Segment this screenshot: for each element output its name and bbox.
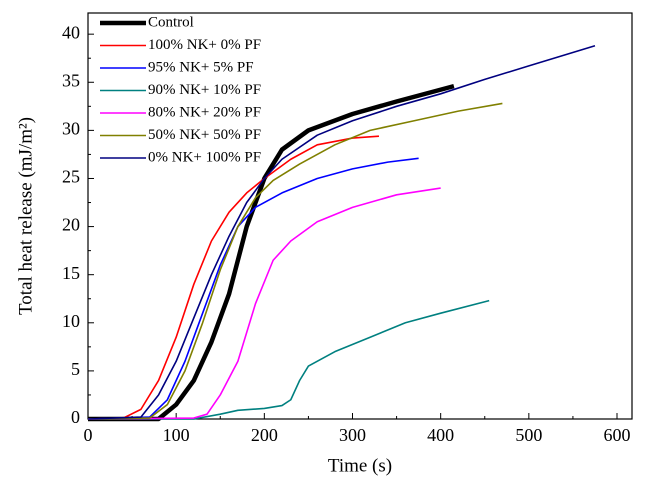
y-tick-label: 25	[62, 167, 80, 187]
x-tick-label: 0	[84, 425, 93, 445]
legend-label: Control	[148, 14, 194, 30]
series-line	[87, 102, 503, 420]
legend-label: 100% NK+ 0% PF	[148, 37, 261, 53]
x-tick-label: 200	[251, 425, 278, 445]
series-line	[87, 135, 380, 420]
y-tick-label: 15	[62, 263, 80, 283]
y-tick-label: 10	[62, 311, 80, 331]
x-tick-label: 500	[515, 425, 542, 445]
legend-label: 80% NK+ 20% PF	[148, 104, 261, 120]
x-tick-label: 600	[604, 425, 631, 445]
y-tick-label: 20	[62, 215, 80, 235]
legend-label: 50% NK+ 50% PF	[148, 127, 261, 143]
x-tick-label: 300	[339, 425, 366, 445]
series-line	[87, 157, 419, 420]
legend-label: 95% NK+ 5% PF	[148, 59, 254, 75]
y-tick-label: 0	[71, 407, 80, 427]
series-line	[87, 187, 441, 420]
y-tick-label: 35	[62, 70, 80, 90]
plot-frame	[87, 12, 633, 420]
x-axis-label: Time (s)	[328, 455, 392, 476]
legend-label: 90% NK+ 10% PF	[148, 82, 261, 98]
y-axis-label: Total heat release (mJ/m²)	[15, 117, 36, 315]
y-tick-label: 40	[62, 22, 80, 42]
y-tick-label: 5	[71, 359, 80, 379]
series-line	[87, 44, 596, 420]
series-line	[88, 83, 455, 422]
series-line	[88, 299, 490, 420]
x-tick-label: 100	[163, 425, 190, 445]
legend-label: 0% NK+ 100% PF	[148, 149, 261, 165]
x-tick-label: 400	[427, 425, 454, 445]
y-tick-label: 30	[62, 118, 80, 138]
